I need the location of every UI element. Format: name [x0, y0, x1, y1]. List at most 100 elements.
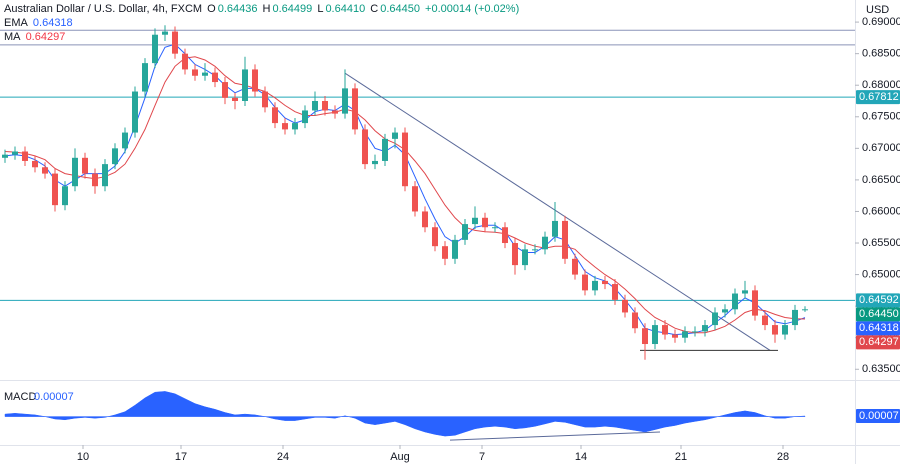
x-tick-label: 7 — [479, 451, 485, 463]
candle-body — [612, 284, 618, 300]
candle-body — [262, 91, 268, 108]
candle-body — [772, 325, 778, 335]
symbol-title: Australian Dollar / U.S. Dollar, 4h, FXC… — [4, 3, 203, 15]
candle-body — [472, 217, 478, 225]
ohlc-value: 0.64436 — [217, 3, 258, 15]
candle-body — [52, 173, 58, 206]
candle-body — [82, 157, 88, 174]
candle-body — [42, 167, 48, 174]
price-badge-label: 0.64450 — [859, 308, 899, 320]
candle-body — [492, 227, 498, 229]
candle-body — [32, 160, 38, 168]
legend-row: EMA 0.64318 — [4, 16, 521, 30]
macd-area — [4, 391, 806, 437]
candle-body — [762, 315, 768, 326]
candle-body — [652, 325, 658, 345]
price-badge-label: 0.64297 — [859, 336, 899, 348]
price-badge-label: 0.64318 — [859, 322, 899, 334]
change: +0.00014 (+0.02%) — [425, 3, 520, 15]
candle-body — [412, 186, 418, 212]
x-tick-label: 28 — [777, 451, 789, 463]
candle-body — [22, 151, 28, 161]
ohlc-name: L — [317, 3, 324, 15]
y-tick-label: 0.66500 — [862, 174, 900, 186]
candle-body — [802, 309, 808, 311]
candle-body — [642, 328, 648, 345]
candle-body — [202, 72, 208, 76]
y-tick-label: 0.68000 — [862, 79, 900, 91]
candle-body — [672, 334, 678, 338]
currency-label: USD — [866, 4, 889, 16]
candle-body — [102, 164, 108, 187]
ohlc-name: H — [262, 3, 271, 15]
candle-body — [12, 151, 18, 155]
candle-body — [362, 129, 368, 165]
candle-body — [352, 88, 358, 130]
candle-body — [212, 72, 218, 83]
x-tick-label: 21 — [675, 451, 687, 463]
candle-body — [562, 220, 568, 259]
candle-body — [532, 249, 538, 251]
candle-body — [272, 107, 278, 124]
candle-body — [582, 274, 588, 291]
candle-body — [682, 331, 688, 338]
trend-line — [344, 72, 771, 351]
indicator-line — [4, 56, 806, 334]
ohlc-name: O — [207, 3, 216, 15]
candle-body — [732, 293, 738, 310]
candle-body — [512, 243, 518, 266]
candle-body — [62, 186, 68, 206]
candle-body — [112, 148, 118, 165]
price-badge — [856, 321, 900, 336]
price-badge-label: 0.00007 — [859, 410, 899, 422]
candle-body — [232, 97, 238, 101]
candle-body — [712, 312, 718, 326]
candle-body — [182, 53, 188, 70]
price-badge-label: 0.64592 — [859, 294, 899, 306]
candle-body — [192, 69, 198, 76]
ohlc-value: 0.64499 — [272, 3, 313, 15]
candle-body — [522, 249, 528, 266]
candle-body — [312, 100, 318, 111]
candle-body — [662, 325, 668, 335]
candle-body — [92, 173, 98, 187]
y-tick-label: 0.66000 — [862, 205, 900, 217]
candle-body — [172, 31, 178, 54]
candle-body — [282, 123, 288, 130]
candle-body — [382, 138, 388, 161]
legend-name: MA — [4, 31, 21, 43]
candle-body — [752, 290, 758, 316]
candle-body — [72, 157, 78, 187]
legend-row: MA 0.64297 — [4, 30, 521, 44]
candle-body — [782, 325, 788, 335]
macd-value: 0.00007 — [34, 391, 74, 403]
ohlc-name: C — [370, 3, 379, 15]
candle-body — [222, 82, 228, 98]
price-badge-label: 0.67812 — [859, 91, 899, 103]
candle-body — [742, 290, 748, 294]
x-tick-label: 24 — [277, 451, 289, 463]
trend-line — [449, 431, 661, 441]
candle-body — [792, 309, 798, 326]
candle-body — [242, 69, 248, 101]
y-tick-label: 0.63500 — [862, 363, 900, 375]
legend-value: 0.64297 — [25, 31, 66, 43]
candle-body — [592, 280, 598, 291]
candle-body — [422, 211, 428, 228]
candle-body — [442, 246, 448, 259]
x-tick-label: 10 — [77, 451, 89, 463]
candle-body — [572, 258, 578, 275]
candle-body — [132, 91, 138, 133]
candle-body — [162, 31, 168, 35]
candle-body — [482, 217, 488, 228]
candle-body — [122, 132, 128, 149]
candle-body — [2, 154, 8, 158]
candle-body — [392, 132, 398, 139]
candle-body — [542, 236, 548, 250]
legend: Australian Dollar / U.S. Dollar, 4h, FXC… — [4, 2, 521, 44]
y-tick-label: 0.65000 — [862, 268, 900, 280]
ohlc-value: 0.64450 — [380, 3, 420, 15]
candle-body — [372, 160, 378, 165]
